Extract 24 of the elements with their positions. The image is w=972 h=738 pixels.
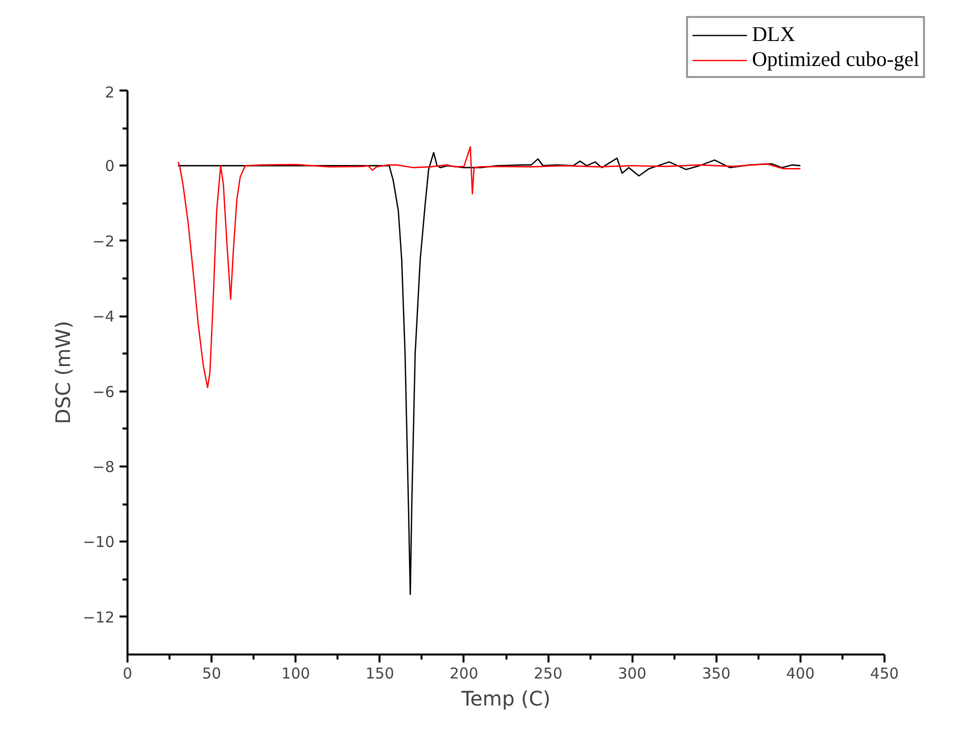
x-tick-label: 300 [618, 664, 646, 682]
y-tick-label: 2 [104, 84, 115, 102]
legend-label: Optimized cubo-gel [752, 47, 920, 72]
x-axis-title: Temp (C) [460, 686, 551, 710]
line-series [177, 146, 802, 388]
x-tick-label: 450 [870, 664, 899, 682]
y-tick-label: −2 [92, 232, 115, 250]
y-tick-label: −6 [92, 382, 115, 401]
y-tick-label: 0 [104, 157, 115, 176]
y-tick-label: −12 [82, 608, 114, 626]
x-tick-label: 150 [366, 664, 394, 682]
y-tick-label: −4 [92, 308, 115, 326]
legend-label: DLX [752, 22, 796, 47]
x-tick-label: 50 [202, 664, 222, 682]
y-axis-title: DSC (mW) [50, 320, 75, 424]
x-tick-label: 400 [786, 664, 815, 682]
line-series [177, 152, 802, 595]
x-tick-label: 100 [281, 664, 310, 682]
x-tick-label: 200 [450, 664, 478, 682]
x-tick-label: 350 [702, 664, 731, 682]
x-tick-label: 250 [534, 664, 562, 682]
x-tick-label: 0 [122, 664, 132, 682]
y-tick-label: −10 [82, 533, 114, 552]
y-tick-label: −8 [92, 458, 115, 476]
